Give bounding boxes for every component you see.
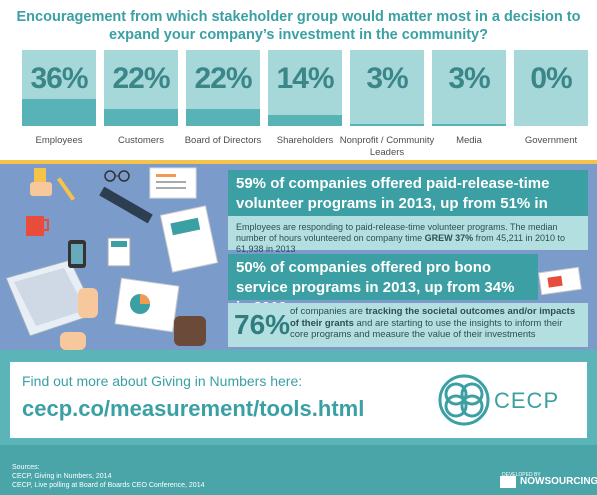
stat-percent: 0% <box>530 62 572 95</box>
stat-tile: 3% <box>432 50 506 126</box>
tracking-stat-value: 76% <box>234 309 291 340</box>
find-out-more-text: Find out more about Giving in Numbers he… <box>22 373 303 389</box>
laptop-icon <box>5 259 97 337</box>
stat-label: Employees <box>35 135 83 146</box>
tracking-stat-text: of companies are tracking the societal o… <box>290 306 576 340</box>
calculator-icon <box>107 237 131 267</box>
source-line: CECP, Giving in Numbers, 2014 <box>12 473 112 480</box>
nowsourcing-logo-icon <box>500 476 516 488</box>
stat-fill <box>268 115 342 126</box>
stat-label: Nonprofit / Community Leaders <box>339 135 435 158</box>
document-icon <box>159 205 219 273</box>
resource-card <box>10 362 587 438</box>
pencil-icon <box>56 177 76 201</box>
stat-percent: 22% <box>112 62 170 95</box>
tablet-chart-icon <box>114 277 180 333</box>
stat-percent: 36% <box>30 62 88 95</box>
stat-fill <box>22 99 96 126</box>
survey-question: Encouragement from which stakeholder gro… <box>16 9 581 43</box>
hands-icon <box>60 288 206 350</box>
stat-tile: 36% <box>22 50 96 126</box>
stat-percent: 22% <box>194 62 252 95</box>
stat-tile: 22% <box>186 50 260 126</box>
resource-link[interactable]: cecp.co/measurement/tools.html <box>22 396 365 421</box>
stat-percent: 3% <box>448 62 490 95</box>
stat-fill <box>104 109 178 126</box>
cecp-logo-text: CECP <box>494 388 560 413</box>
nowsourcing-brand: NOWSOURCING <box>520 476 597 487</box>
paid-release-detail: Employees are responding to paid-release… <box>228 216 588 254</box>
stat-label: Government <box>524 135 578 146</box>
stat-fill <box>350 124 424 126</box>
cecp-logo-icon <box>438 374 490 426</box>
tracking-stat: 76% of companies are tracking the societ… <box>228 303 588 347</box>
paid-release-headline: 59% of companies offered paid-release-ti… <box>228 170 588 232</box>
divider <box>0 160 597 164</box>
mug-icon <box>26 216 49 236</box>
ruler-icon <box>99 186 153 224</box>
stat-label: Shareholders <box>276 135 334 146</box>
stat-tile: 14% <box>268 50 342 126</box>
footer <box>0 445 597 495</box>
stat-fill <box>186 109 260 126</box>
stat-tile: 22% <box>104 50 178 126</box>
stat-percent: 14% <box>276 62 334 95</box>
stat-tile: 3% <box>350 50 424 126</box>
sources-title: Sources: <box>12 464 40 471</box>
stat-label: Media <box>456 135 482 146</box>
stat-label: Customers <box>118 135 164 146</box>
pro-bono-headline: 50% of companies offered pro bono servic… <box>228 254 538 316</box>
stat-tile: 0% <box>514 50 588 126</box>
glasses-icon <box>104 170 130 182</box>
sources: Sources: CECP, Giving in Numbers, 2014 C… <box>12 463 204 490</box>
source-line: CECP, Live polling at Board of Boards CE… <box>12 482 205 489</box>
stat-fill <box>432 124 506 126</box>
folder-icon <box>538 266 582 296</box>
clipboard-icon <box>149 167 197 199</box>
hand-pointing-icon <box>30 168 52 196</box>
phone-icon <box>68 240 86 268</box>
stat-percent: 3% <box>366 62 408 95</box>
stat-label: Board of Directors <box>184 135 262 146</box>
developed-by: DEVELOPED BY <box>502 472 541 478</box>
